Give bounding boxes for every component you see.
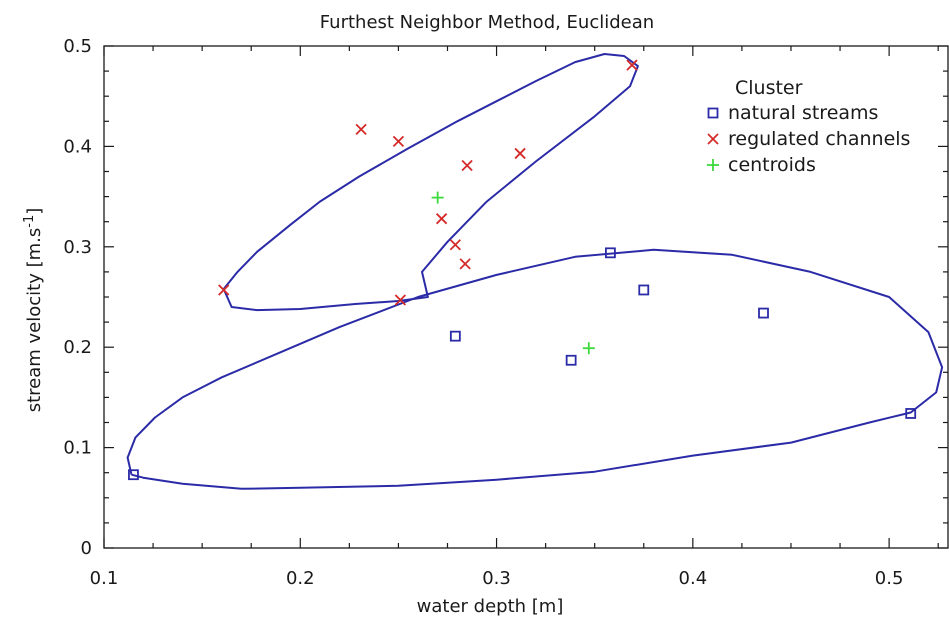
x-point <box>435 213 448 225</box>
y-axis-title: stream velocity [m.s-1] <box>22 208 45 413</box>
chart-title: Furthest Neighbor Method, Euclidean <box>320 12 654 33</box>
x-point <box>392 135 405 148</box>
y-axis-title-main: stream velocity [m.s <box>24 228 45 413</box>
legend-marker-plus <box>707 159 719 171</box>
y-tick-label: 0.4 <box>63 136 92 157</box>
x-point <box>461 159 473 172</box>
legend-title: Cluster <box>735 77 803 99</box>
x-tick-label: 0.2 <box>286 568 315 589</box>
x-point <box>449 239 461 251</box>
x-tick-label: 0.1 <box>90 568 119 589</box>
cluster-hulls <box>126 53 944 490</box>
y-tick-label: 0 <box>81 538 92 559</box>
x-tick-label: 0.5 <box>875 568 904 589</box>
plus-point <box>582 342 595 355</box>
legend: Cluster natural streams regulated channel… <box>707 77 910 176</box>
square-point <box>758 307 769 319</box>
cluster-hull-2 <box>126 248 944 490</box>
y-axis-title-end: ] <box>24 208 45 215</box>
square-point <box>128 469 139 481</box>
x-point <box>459 258 471 270</box>
x-tick-label: 0.4 <box>679 568 708 589</box>
y-tick-label: 0.2 <box>63 337 92 358</box>
x-point <box>514 147 526 160</box>
y-tick-label: 0.5 <box>63 36 92 57</box>
legend-label: regulated channels <box>728 128 910 150</box>
cluster-hull-1 <box>222 53 639 312</box>
legend-marker-x <box>707 133 719 145</box>
square-point <box>905 408 917 419</box>
x-point <box>626 59 638 71</box>
x-point <box>355 123 367 135</box>
data-points <box>128 59 917 481</box>
square-point <box>565 354 577 366</box>
square-point <box>605 247 616 259</box>
legend-marker-square <box>707 107 719 119</box>
y-tick-label: 0.1 <box>63 438 92 459</box>
x-axis: 0.1 0.2 0.3 0.4 0.5 <box>90 46 939 589</box>
x-point <box>394 294 407 306</box>
x-point <box>218 284 230 296</box>
y-tick-label: 0.3 <box>63 237 92 258</box>
x-tick-label: 0.3 <box>482 568 511 589</box>
square-point <box>638 284 650 296</box>
legend-label: natural streams <box>728 102 878 124</box>
square-point <box>449 330 461 342</box>
plus-point <box>431 191 444 204</box>
legend-label: centroids <box>728 154 816 176</box>
y-axis: 0 0.1 0.2 0.3 0.4 0.5 <box>63 36 948 559</box>
y-axis-title-superscript: -1 <box>22 215 37 228</box>
x-axis-title: water depth [m] <box>417 596 564 617</box>
